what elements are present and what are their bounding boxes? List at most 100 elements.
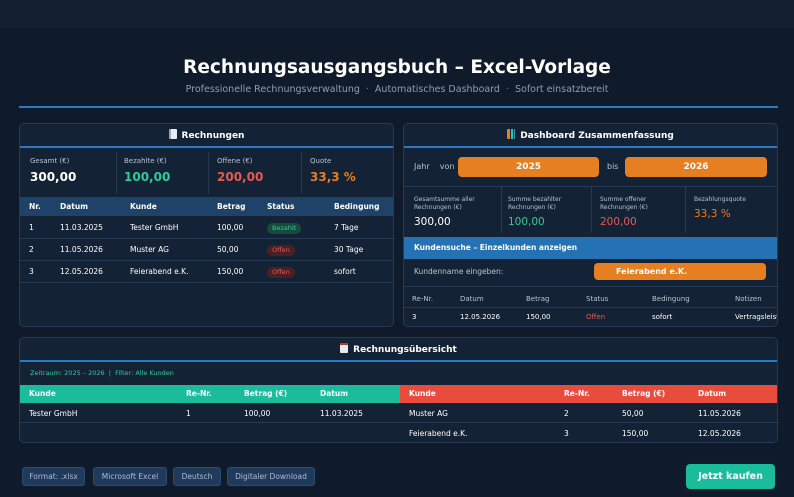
customer-table-divider [404,307,777,308]
cell-nr: 2 [29,245,34,254]
column-header[interactable]: Datum [460,295,484,303]
cell-datum: 11.05.2026 [698,409,741,418]
column-header[interactable]: Notizen [735,295,762,303]
overview-panel-title: Rechnungsübersicht [353,345,457,355]
subtitle-separator: · [505,84,509,95]
cell-betrag: 50,00 [217,245,239,254]
header-divider [19,106,778,108]
table-row[interactable]: 1 11.03.2025 Tester GmbH 100,00 Bezahlt … [20,217,393,239]
column-header[interactable]: Re-Nr. [412,295,434,303]
stat-label: Bezahlte (€) [124,157,167,165]
table-row[interactable]: 2 11.05.2026 Muster AG 50,00 Offen 30 Ta… [20,239,393,261]
column-header[interactable]: Kunde [409,389,436,398]
dash-stat-quote: Bezahlungsquote 33,3 % [694,196,774,220]
cell-datum: 11.03.2025 [320,409,363,418]
year-to-select[interactable]: 2026 [625,157,767,177]
cell-nr: 1 [186,409,191,418]
column-header[interactable]: Nr. [29,202,41,211]
cell-datum: 11.05.2026 [60,245,103,254]
overview-panel: Rechnungsübersicht Zeitraum: 2025 – 2026… [19,337,778,443]
cell-notizen: Vertragsleistu [735,313,777,321]
table-row[interactable]: Muster AG 2 50,00 11.05.2026 [400,404,777,423]
buy-now-button[interactable]: Jetzt kaufen [686,464,775,489]
column-header[interactable]: Kunde [29,389,56,398]
column-header[interactable]: Datum [698,389,727,398]
dashboard-panel: Dashboard Zusammenfassung Jahr von 2025 … [403,123,778,327]
cell-datum: 12.05.2026 [60,267,103,276]
table-row[interactable]: Feierabend e.K. 3 150,00 12.05.2026 [400,424,777,442]
open-table-header: Kunde Re-Nr. Betrag (€) Datum [400,385,777,403]
column-header[interactable]: Bedingung [652,295,690,303]
invoices-panel: Rechnungen Gesamt (€) 300,00 Bezahlte (€… [19,123,394,327]
stat-value: 33,3 % [310,170,356,185]
table-row[interactable]: Tester GmbH 1 100,00 11.03.2025 [20,404,400,423]
table-row[interactable]: 3 12.05.2026 150,00 Offen sofort Vertrag… [404,309,777,325]
stat-label: Bezahlungsquote [694,196,746,203]
subtitle-separator: · [365,84,369,95]
cell-bedingung: 7 Tage [334,223,359,232]
dashboard-panel-header: Dashboard Zusammenfassung [404,124,777,148]
tag-language[interactable]: Deutsch [173,467,221,486]
cell-nr: 3 [412,313,417,321]
table-row[interactable]: 3 12.05.2026 Feierabend e.K. 150,00 Offe… [20,261,393,283]
column-header[interactable]: Re-Nr. [186,389,212,398]
subtitle-part: Professionelle Rechnungsverwaltung [185,84,360,95]
column-header[interactable]: Datum [60,202,89,211]
cell-bedingung: sofort [334,267,356,276]
column-header[interactable]: Bedingung [334,202,380,211]
stat-total: Gesamt (€) 300,00 [30,157,76,184]
cell-kunde: Muster AG [130,245,169,254]
subtitle-part: Sofort einsatzbereit [515,84,609,95]
stat-divider [116,152,117,194]
column-header[interactable]: Datum [320,389,349,398]
cell-datum: 12.05.2026 [698,429,741,438]
paid-table-header: Kunde Re-Nr. Betrag (€) Datum [20,385,400,403]
dash-stat-total: Gesamtsumme aller Rechnungen (€) 300,00 [414,196,500,228]
cell-nr: 1 [29,223,34,232]
overview-filter-text: Zeitraum: 2025 – 2026 | Filter: Alle Kun… [30,369,174,377]
cell-betrag: 50,00 [622,409,644,418]
tag-microsoft-excel[interactable]: Microsoft Excel [93,467,167,486]
cell-betrag: 100,00 [244,409,271,418]
stat-label: Quote [310,157,332,165]
cell-betrag: 150,00 [622,429,649,438]
stat-value: 300,00 [30,170,77,185]
cell-status: Bezahlt [267,217,302,239]
tag-digital-download[interactable]: Digitaler Download [227,467,315,486]
column-header[interactable]: Status [267,202,295,211]
stat-value: 33,3 % [694,207,731,220]
stat-value: 300,00 [414,215,451,228]
cell-kunde: Tester GmbH [29,409,78,418]
page-subtitle: Professionelle Rechnungsverwaltung · Autom… [0,84,794,95]
dashboard-stats-divider [404,186,777,187]
customer-search-input[interactable]: Feierabend e.K. [594,263,766,280]
column-header[interactable]: Status [586,295,609,303]
column-header[interactable]: Re-Nr. [564,389,590,398]
status-badge: Offen [267,267,295,278]
invoices-panel-title: Rechnungen [181,131,245,141]
cell-kunde: Muster AG [409,409,448,418]
cell-bedingung: sofort [652,313,673,321]
column-header[interactable]: Betrag [217,202,246,211]
customer-search-header: Kundensuche – Einzelkunden anzeigen [404,237,777,259]
receipt-icon [168,129,177,139]
cell-betrag: 100,00 [217,223,244,232]
bar-chart-icon [507,129,516,139]
stat-divider [501,187,502,233]
invoices-table-header: Nr. Datum Kunde Betrag Status Bedingung [20,197,393,216]
stat-value: 200,00 [217,170,264,185]
tag-format[interactable]: Format: .xlsx [22,467,85,486]
column-header[interactable]: Betrag (€) [244,389,288,398]
clipboard-icon [340,343,349,353]
stat-paid: Bezahlte (€) 100,00 [124,157,170,184]
year-from-select[interactable]: 2025 [458,157,599,177]
cell-nr: 3 [564,429,569,438]
customer-search-divider [404,286,777,287]
column-header[interactable]: Betrag [526,295,550,303]
stat-label: Summe offener Rechnungen (€) [600,196,648,211]
stat-label: Gesamt (€) [30,157,70,165]
column-header[interactable]: Betrag (€) [622,389,666,398]
status-badge: Offen [267,245,295,256]
cell-kunde: Tester GmbH [130,223,179,232]
column-header[interactable]: Kunde [130,202,157,211]
